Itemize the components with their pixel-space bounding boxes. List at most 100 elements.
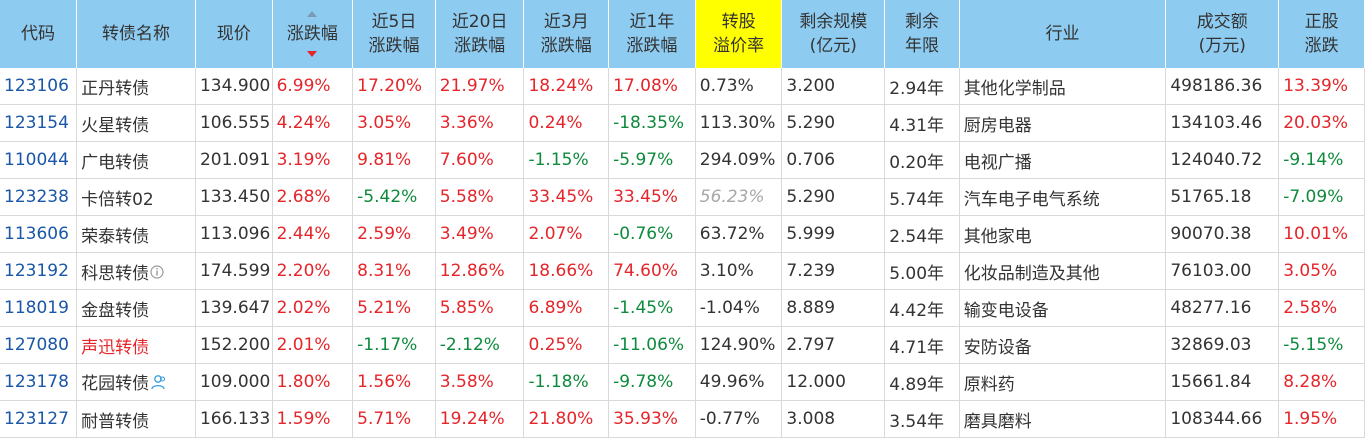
sort-descending-icon — [307, 51, 318, 57]
cell-years-text: 2.94年 — [889, 78, 945, 99]
cell-name[interactable]: 金盘转债 — [76, 289, 196, 327]
header-industry[interactable]: 行业 — [959, 0, 1167, 68]
cell-industry: 原料药 — [959, 363, 1167, 401]
cell-3m: -1.15% — [523, 141, 610, 179]
cell-1y: -0.76% — [608, 215, 696, 253]
cell-1y-text: 17.08% — [613, 76, 678, 96]
cell-stock-change: -5.15% — [1278, 326, 1365, 364]
cell-1y: 35.93% — [608, 400, 696, 438]
cell-price-text: 152.200 — [199, 335, 271, 355]
cell-name[interactable]: 荣泰转债 — [76, 215, 196, 253]
cell-3m-text: 18.24% — [528, 76, 594, 96]
cell-industry: 汽车电子电气系统 — [959, 178, 1167, 216]
cell-premium: 124.90% — [695, 326, 783, 364]
cell-5d-text: 5.71% — [357, 409, 412, 429]
cell-industry-text: 厨房电器 — [963, 115, 1032, 136]
header-code[interactable]: 代码 — [0, 0, 78, 68]
cell-code[interactable]: 123192 — [0, 252, 78, 290]
user-icon — [150, 374, 166, 395]
header-scale[interactable]: 剩余规模 (亿元) — [781, 0, 886, 68]
cell-scale: 12.000 — [781, 363, 886, 401]
cell-name[interactable]: 卡倍转02 — [76, 178, 196, 216]
table-row[interactable]: 123178 花园转债 109.000 1.80% 1.56% 3.58% -1.18% -9… — [0, 363, 1365, 401]
cell-industry: 电视广播 — [959, 141, 1167, 179]
cell-name[interactable]: 花园转债 — [76, 363, 196, 401]
cell-years: 0.20年 — [884, 141, 960, 179]
header-change[interactable]: 涨跌幅 — [272, 0, 354, 68]
cell-code[interactable]: 110044 — [0, 141, 78, 179]
cell-5d: 2.59% — [352, 215, 436, 253]
cell-name[interactable]: 科思转债 — [76, 252, 196, 290]
table-row[interactable]: 110044 广电转债 201.091 3.19% 9.81% 7.60% -1.15% -5… — [0, 141, 1365, 179]
cell-name-text: 科思转债 — [81, 263, 150, 284]
cell-code[interactable]: 113606 — [0, 215, 78, 253]
cell-code[interactable]: 123106 — [0, 68, 78, 105]
header-3m[interactable]: 近3月 涨跌幅 — [523, 0, 610, 68]
cell-price: 134.900 — [195, 68, 273, 105]
cell-code[interactable]: 123238 — [0, 178, 78, 216]
header-premium[interactable]: 转股 溢价率 — [695, 0, 783, 68]
cell-turnover-text: 15661.84 — [1170, 372, 1252, 392]
cell-premium: 113.30% — [695, 104, 783, 142]
cell-years: 2.54年 — [884, 215, 960, 253]
cell-name[interactable]: 耐普转债 — [76, 400, 196, 438]
table-row[interactable]: 123238 卡倍转02 133.450 2.68% -5.42% 5.58% 33.45%… — [0, 178, 1365, 216]
cell-code[interactable]: 123178 — [0, 363, 78, 401]
cell-name[interactable]: 火星转债 — [76, 104, 196, 142]
table-row[interactable]: 123127 耐普转债 166.133 1.59% 5.71% 19.24% 21.80% 3… — [0, 400, 1365, 438]
cell-price: 201.091 — [195, 141, 273, 179]
header-stock-change[interactable]: 正股 涨跌 — [1278, 0, 1365, 68]
table-row[interactable]: 123154 火星转债 106.555 4.24% 3.05% 3.36% 0.24% -18… — [0, 104, 1365, 142]
cell-turnover: 498186.36 — [1165, 68, 1280, 105]
cell-5d: 3.05% — [352, 104, 436, 142]
cell-price-text: 166.133 — [199, 409, 271, 429]
table-row[interactable]: 123192 科思转债 174.599 2.20% 8.31% 12.86% 18.66% 7… — [0, 252, 1365, 290]
cell-stock-change-text: 13.39% — [1283, 76, 1349, 96]
header-turnover[interactable]: 成交额 (万元) — [1165, 0, 1280, 68]
cell-name-text: 耐普转债 — [81, 411, 150, 432]
cell-code[interactable]: 127080 — [0, 326, 78, 364]
cell-20d-text: -2.12% — [439, 335, 500, 355]
sort-control[interactable]: 涨跌幅 — [287, 11, 338, 57]
table-row[interactable]: 127080 声迅转债 152.200 2.01% -1.17% -2.12% 0.25% -… — [0, 326, 1365, 364]
header-5d[interactable]: 近5日 涨跌幅 — [352, 0, 436, 68]
cell-5d-text: 3.05% — [357, 113, 412, 133]
cell-code[interactable]: 123127 — [0, 400, 78, 438]
cell-change-text: 1.80% — [276, 372, 331, 392]
cell-price-text: 139.647 — [199, 298, 271, 318]
header-20d[interactable]: 近20日 涨跌幅 — [435, 0, 525, 68]
cell-name-text: 荣泰转债 — [81, 226, 150, 247]
header-name[interactable]: 转债名称 — [76, 0, 196, 68]
cell-price: 174.599 — [195, 252, 273, 290]
cell-premium-text: 49.96% — [699, 372, 765, 392]
cell-stock-change: 13.39% — [1278, 68, 1365, 105]
cell-scale-text: 5.290 — [786, 113, 836, 133]
table-row[interactable]: 123106 正丹转债 134.900 6.99% 17.20% 21.97% 18.24%… — [0, 68, 1365, 105]
cell-name[interactable]: 正丹转债 — [76, 68, 196, 105]
cell-years-text: 3.54年 — [889, 411, 945, 432]
cell-stock-change: -9.14% — [1278, 141, 1365, 179]
cell-20d-text: 21.97% — [439, 76, 505, 96]
header-price[interactable]: 现价 — [195, 0, 273, 68]
cell-turnover-text: 48277.16 — [1170, 298, 1252, 318]
cell-price-text: 113.096 — [199, 224, 271, 244]
cell-industry-text: 其他家电 — [963, 226, 1032, 247]
cell-change: 4.24% — [272, 104, 354, 142]
header-1y[interactable]: 近1年 涨跌幅 — [608, 0, 696, 68]
cell-name[interactable]: 广电转债 — [76, 141, 196, 179]
cell-code-text: 123127 — [4, 409, 69, 429]
cell-stock-change-text: -7.09% — [1283, 187, 1344, 207]
cell-20d: -2.12% — [435, 326, 525, 364]
cell-name[interactable]: 声迅转债 — [76, 326, 196, 364]
header-years[interactable]: 剩余 年限 — [884, 0, 960, 68]
cell-1y: -5.97% — [608, 141, 696, 179]
cell-industry: 其他化学制品 — [959, 68, 1167, 105]
cell-premium: 56.23% — [695, 178, 783, 216]
table-row[interactable]: 113606 荣泰转债 113.096 2.44% 2.59% 3.49% 2.07% -0.… — [0, 215, 1365, 253]
cell-code[interactable]: 123154 — [0, 104, 78, 142]
cell-price: 133.450 — [195, 178, 273, 216]
cell-code[interactable]: 118019 — [0, 289, 78, 327]
cell-code-text: 118019 — [4, 298, 69, 318]
table-row[interactable]: 118019 金盘转债 139.647 2.02% 5.21% 5.85% 6.89% -1.… — [0, 289, 1365, 327]
cell-scale: 8.889 — [781, 289, 886, 327]
